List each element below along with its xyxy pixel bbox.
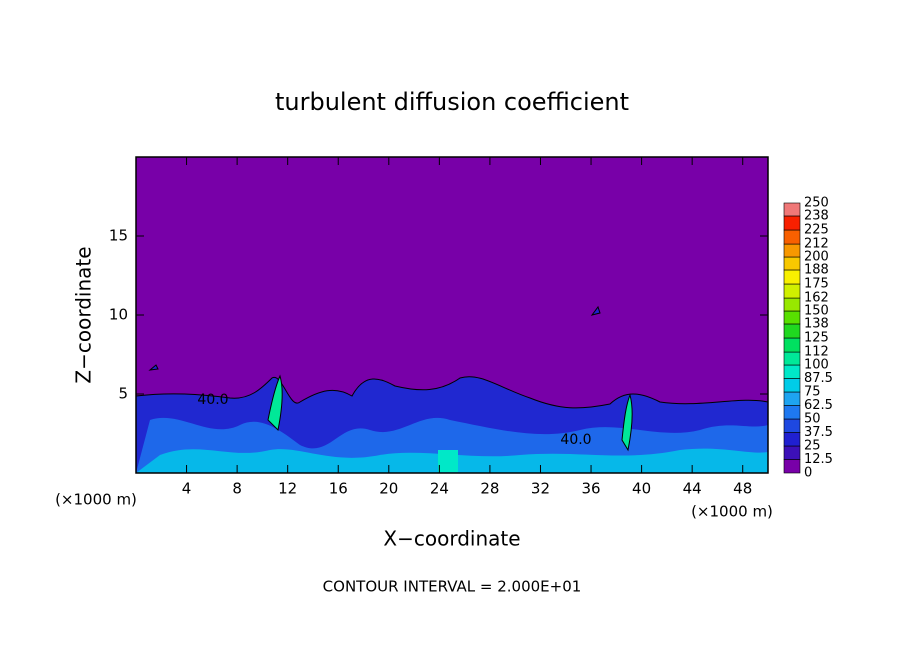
x-tick-label: 48 <box>733 480 752 498</box>
colorbar-label: 125 <box>804 331 829 346</box>
x-tick-label: 8 <box>232 480 242 498</box>
colorbar-label: 250 <box>804 196 829 211</box>
x-tick-label: 16 <box>329 480 348 498</box>
colorbar-label: 75 <box>804 385 821 400</box>
x-tick-label: 4 <box>182 480 192 498</box>
x-tick-label: 12 <box>278 480 297 498</box>
x-tick-label: 40 <box>632 480 651 498</box>
contour-label: 40.0 <box>197 392 228 408</box>
colorbar-segment <box>783 323 801 339</box>
colorbar-label: 162 <box>804 291 829 306</box>
colorbar-segment <box>783 269 801 285</box>
x-unit-label: (×1000 m) <box>55 491 137 509</box>
field <box>135 157 769 474</box>
colorbar-segment <box>783 405 801 420</box>
colorbar-label: 0 <box>804 466 812 481</box>
colorbar-label: 150 <box>804 304 829 319</box>
colorbar-label: 212 <box>804 237 829 252</box>
colorbar-label: 100 <box>804 358 829 373</box>
colorbar-segment <box>783 243 801 258</box>
x-tick-label: 20 <box>379 480 398 498</box>
y-tick-label: 15 <box>109 227 128 245</box>
colorbar-label: 225 <box>804 223 829 238</box>
colorbar-segment <box>783 256 801 271</box>
x-axis-label: X−coordinate <box>383 527 520 551</box>
colorbar-segment <box>783 391 801 406</box>
blob <box>438 450 458 472</box>
x-unit-label: (×1000 m) <box>691 503 773 521</box>
colorbar-label: 25 <box>804 439 821 454</box>
colorbar-label: 12.5 <box>804 452 833 467</box>
colorbar-segment <box>783 378 801 393</box>
colorbar-segment <box>783 432 801 447</box>
colorbar-label: 62.5 <box>804 398 833 413</box>
colorbar-label: 188 <box>804 262 829 277</box>
x-tick-label: 24 <box>430 480 449 498</box>
colorbar-segment <box>783 364 801 379</box>
plume <box>267 374 633 452</box>
colorbar-segment <box>783 445 801 460</box>
x-tick-label: 28 <box>480 480 499 498</box>
colorbar-label: 87.5 <box>804 371 833 386</box>
x-tick-label: 36 <box>581 480 600 498</box>
colorbar-label: 138 <box>804 316 829 331</box>
colorbar-label: 238 <box>804 208 829 223</box>
colorbar-segment <box>783 229 801 245</box>
contour-interval: CONTOUR INTERVAL = 2.000E+01 <box>323 578 582 596</box>
y-tick-label: 10 <box>109 306 128 324</box>
colorbar-label: 50 <box>804 412 821 427</box>
colorbar-segment <box>783 202 801 217</box>
colorbar-label: 37.5 <box>804 425 833 440</box>
y-axis-label: Z−coordinate <box>72 246 96 383</box>
colorbar-segment <box>783 215 801 231</box>
x-tick-label: 44 <box>683 480 702 498</box>
contour-label: 40.0 <box>560 432 591 448</box>
colorbar-segment <box>783 310 801 325</box>
colorbar-segment <box>783 418 801 433</box>
colorbar-label: 200 <box>804 250 829 265</box>
y-tick-label: 5 <box>118 385 128 403</box>
colorbar-segment <box>783 337 801 353</box>
blob <box>148 305 601 371</box>
colorbar-segment <box>783 283 801 299</box>
colorbar-label: 112 <box>804 345 829 360</box>
chart-title: turbulent diffusion coefficient <box>275 88 629 116</box>
colorbar-segment <box>783 459 801 474</box>
colorbar-label: 175 <box>804 277 829 292</box>
colorbar-segment <box>783 351 801 366</box>
colorbar-segment <box>783 297 801 312</box>
x-tick-label: 32 <box>531 480 550 498</box>
